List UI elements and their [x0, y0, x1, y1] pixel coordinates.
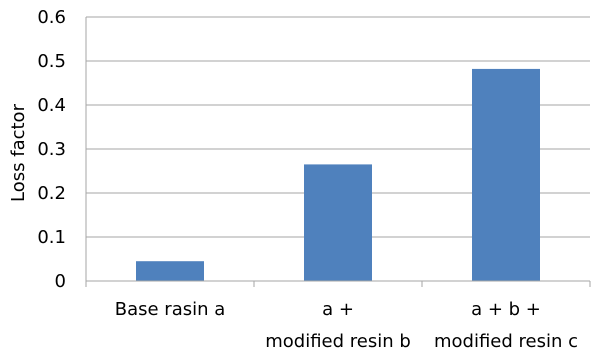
x-category-labels: Base rasin a a + modified resin b a + b + mo…	[115, 299, 578, 352]
y-tick-label: 0.6	[37, 7, 66, 28]
x-category-label: a + b +	[471, 299, 541, 320]
y-tick-label: 0.2	[37, 183, 66, 204]
y-tick-label: 0.3	[37, 139, 66, 160]
bars	[136, 68, 540, 281]
bar	[136, 261, 204, 281]
y-tick-label: 0.5	[37, 51, 66, 72]
y-tick-labels: 0 0.1 0.2 0.3 0.4 0.5 0.6	[37, 7, 66, 292]
x-category-label: Base rasin a	[115, 299, 226, 320]
bar	[304, 164, 372, 281]
x-category-label: a +	[322, 299, 354, 320]
y-tick-label: 0.4	[37, 95, 66, 116]
x-category-label: modified resin b	[265, 331, 411, 352]
y-axis-title: Loss factor	[8, 103, 29, 202]
bar	[472, 68, 540, 281]
y-tick-label: 0.1	[37, 227, 66, 248]
axes	[85, 17, 591, 287]
y-tick-label: 0	[55, 271, 66, 292]
x-category-label: modified resin c	[434, 331, 578, 352]
